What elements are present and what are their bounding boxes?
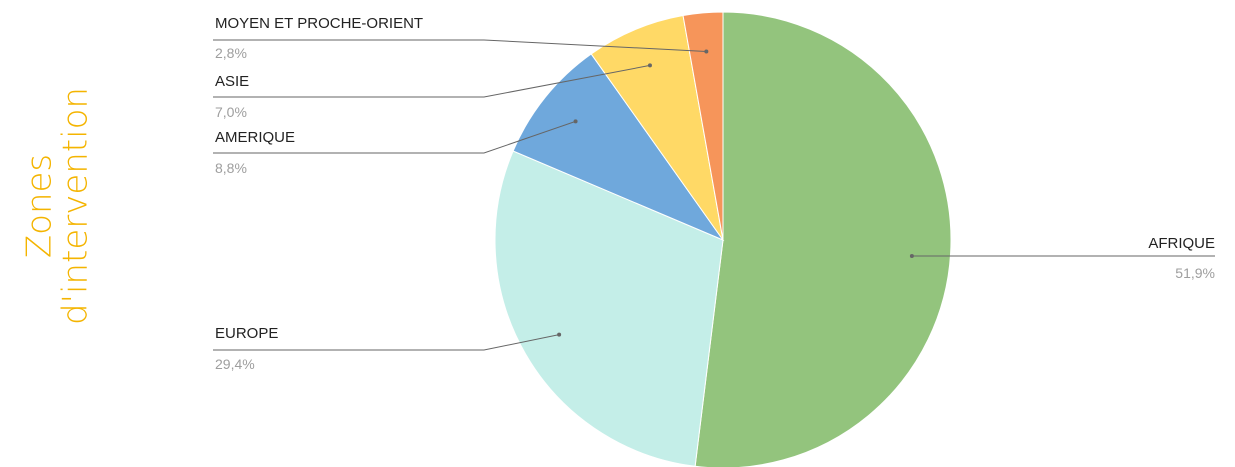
slice-label-value: 2,8% <box>215 45 247 61</box>
leader-line <box>213 120 576 154</box>
leader-dot <box>573 119 578 124</box>
leader-dot <box>704 49 709 54</box>
slice-label-value: 29,4% <box>215 356 255 372</box>
pie-slice-europe <box>494 150 724 467</box>
pie-slice-moyen-et-proche-orient <box>682 11 724 241</box>
leader-line <box>213 334 560 351</box>
leader-lines <box>213 39 1215 351</box>
slice-label-value: 8,8% <box>215 160 247 176</box>
leader-dot <box>909 254 914 258</box>
slice-label-name: MOYEN ET PROCHE-ORIENT <box>215 15 423 32</box>
slice-label-name: EUROPE <box>215 325 278 342</box>
slice-label-name: AMERIQUE <box>215 129 295 146</box>
leader-line <box>213 64 651 98</box>
leader-line <box>213 39 707 52</box>
pie-slice-afrique <box>694 11 952 467</box>
slice-label-value: 51,9% <box>1175 265 1215 281</box>
slice-labels: AFRIQUE 51,9% EUROPE 29,4% AMERIQUE 8,8% ASIE 7… <box>215 15 1215 372</box>
slice-label-value: 7,0% <box>215 104 247 120</box>
leader-dot <box>557 332 562 337</box>
pie-slices <box>494 11 952 467</box>
pie-slice-amerique <box>512 53 725 242</box>
slice-label-name: ASIE <box>215 73 249 90</box>
leader-dot <box>647 63 652 68</box>
slice-label-name: AFRIQUE <box>1148 235 1215 252</box>
